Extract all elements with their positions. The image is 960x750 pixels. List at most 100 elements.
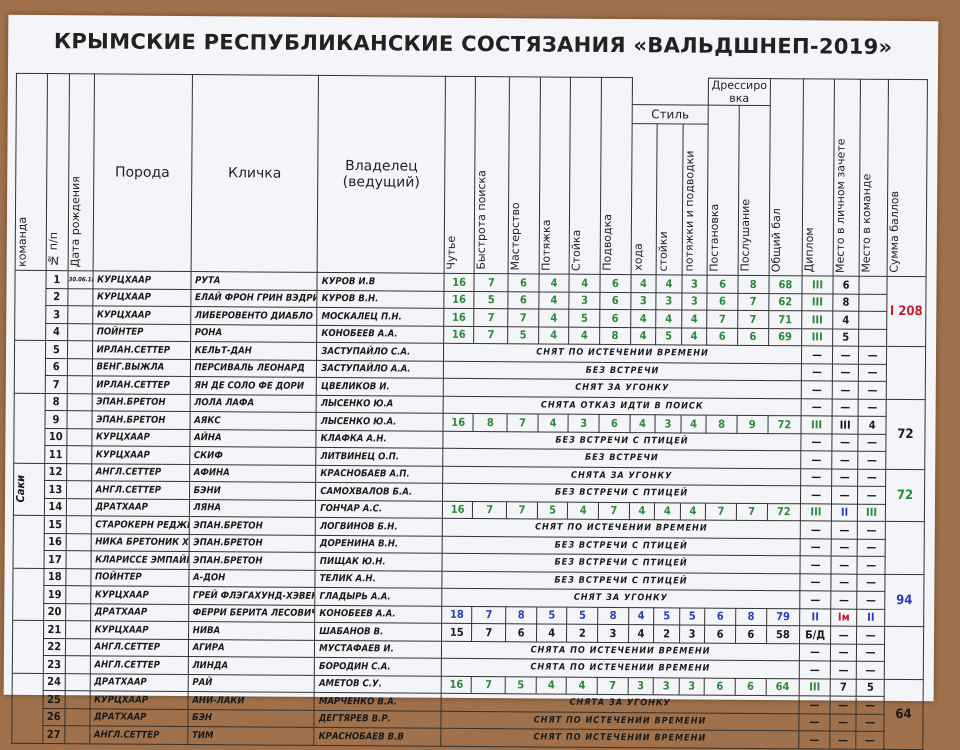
birth-date	[67, 446, 92, 464]
header-sum-label: Сумма баллов	[888, 188, 902, 276]
birth-date	[67, 463, 92, 481]
dog-name: АНИ-ЛАКИ	[188, 692, 315, 710]
diploma: III	[799, 678, 830, 696]
score-cell: 6	[600, 309, 631, 327]
team-sum-cell: 94	[885, 574, 924, 627]
row-number: 21	[43, 621, 66, 639]
score-cell: 8	[600, 327, 631, 345]
dog-name: БЭН	[188, 709, 315, 727]
score-cell: 4	[656, 275, 682, 293]
personal-place: 6	[833, 276, 860, 294]
header-score: Послушание	[738, 105, 770, 275]
header-owner: Владелец (ведущий)	[317, 75, 445, 273]
personal-place: —	[831, 521, 858, 539]
birth-date: 30.06.18	[68, 271, 93, 289]
breed: АНГЛ.СЕТТЕР	[91, 481, 189, 499]
header-score: Подводка	[600, 77, 632, 274]
header-total: Общий бал	[769, 79, 804, 276]
row-number: 3	[45, 306, 68, 324]
row-number: 10	[45, 428, 68, 446]
birth-date	[67, 358, 92, 376]
score-cell: 4	[628, 625, 654, 643]
row-number: 8	[45, 393, 68, 411]
header-score: Быстрота поиска	[475, 77, 510, 274]
score-cell: 4	[539, 291, 570, 309]
owner: МУСТАФАЕВ И.	[315, 640, 442, 658]
score-cell: 3	[568, 414, 599, 432]
header-score: Мастерство	[508, 77, 540, 274]
score-cell: 7	[508, 309, 539, 327]
breed: КУРЦХААР	[92, 306, 190, 324]
score-cell: 5	[536, 606, 567, 624]
score-cell: 6	[704, 678, 735, 696]
dog-name: РОНА	[190, 324, 317, 342]
owner: ДОРЕНИНА В.Н.	[315, 535, 442, 553]
score-cell: 15	[441, 623, 472, 641]
dog-name: АЙНА	[189, 429, 316, 447]
score-cell: 5	[567, 607, 598, 625]
score-cell: 5	[656, 327, 682, 345]
header-score: Постановка	[707, 105, 739, 275]
birth-date	[66, 586, 91, 604]
owner: ШАБАНОВ В.	[315, 622, 442, 640]
team-place	[859, 276, 887, 294]
team-sum: 72	[897, 426, 913, 441]
team-name-cell	[12, 673, 43, 743]
breed: КУРЦХААР	[90, 691, 188, 709]
breed: ВЕНГ.ВЫЖЛА	[92, 358, 190, 376]
birth-date	[65, 691, 90, 709]
personal-place: 7	[830, 679, 857, 697]
personal-place: —	[832, 346, 859, 364]
team-name-cell: Саки	[13, 463, 44, 516]
score-cell: 18	[442, 606, 473, 624]
score-cell: 16	[442, 501, 473, 519]
team-sum: 64	[895, 706, 911, 721]
score-cell: 8	[738, 275, 769, 293]
row-number: 17	[44, 551, 67, 569]
row-number: 6	[45, 358, 68, 376]
breed: КУРЦХААР	[91, 446, 189, 464]
personal-place: —	[831, 591, 858, 609]
owner: КРАСНОБАЕВ В.В	[314, 727, 441, 745]
score-cell: 4	[630, 327, 656, 345]
owner: ЗАСТУПАЙЛО А.А.	[317, 360, 444, 378]
team-place: —	[857, 626, 885, 644]
personal-place: —	[831, 486, 858, 504]
breed: КУРЦХААР	[93, 271, 191, 289]
team-sum-cell	[885, 521, 924, 574]
score-cell: 2	[567, 624, 598, 642]
score-cell: 6	[705, 608, 736, 626]
diploma: —	[801, 451, 832, 469]
header-score-label: Постановка	[708, 201, 722, 275]
personal-place: —	[830, 661, 857, 679]
score-cell: 4	[681, 310, 707, 328]
header-breed: Порода	[93, 74, 192, 272]
breed: НИКА БРЕТОНИК ХОУП	[91, 533, 189, 551]
diploma: —	[800, 643, 831, 661]
row-number: 7	[45, 376, 68, 394]
team-place: II	[857, 609, 885, 627]
score-cell: 16	[444, 291, 475, 309]
score-cell: 4	[681, 327, 707, 345]
dog-name: ЛИНДА	[188, 657, 315, 675]
header-total-label: Общий бал	[769, 205, 782, 275]
row-number: 19	[43, 586, 66, 604]
diploma: —	[801, 381, 832, 399]
dog-name: ЭПАН.БРЕТОН	[189, 517, 316, 535]
breed: КЛАРИССЕ ЭМПАЙР СЕЛЕБРЕЙШН	[91, 551, 189, 569]
score-cell: 8	[706, 415, 737, 433]
owner: САМОХВАЛОВ Б.А.	[316, 482, 443, 500]
birth-date	[67, 376, 92, 394]
birth-date	[65, 726, 90, 744]
score-cell: 5	[537, 501, 568, 519]
team-place: —	[857, 556, 885, 574]
diploma: —	[801, 468, 832, 486]
score-cell: 8	[736, 608, 767, 626]
score-cell: 8	[506, 606, 537, 624]
owner: КУРОВ И.В	[317, 272, 444, 290]
score-cell: 6	[506, 624, 537, 642]
breed: АНГЛ.СЕТТЕР	[89, 726, 187, 744]
score-cell: 16	[441, 676, 472, 694]
team-place: —	[858, 486, 886, 504]
